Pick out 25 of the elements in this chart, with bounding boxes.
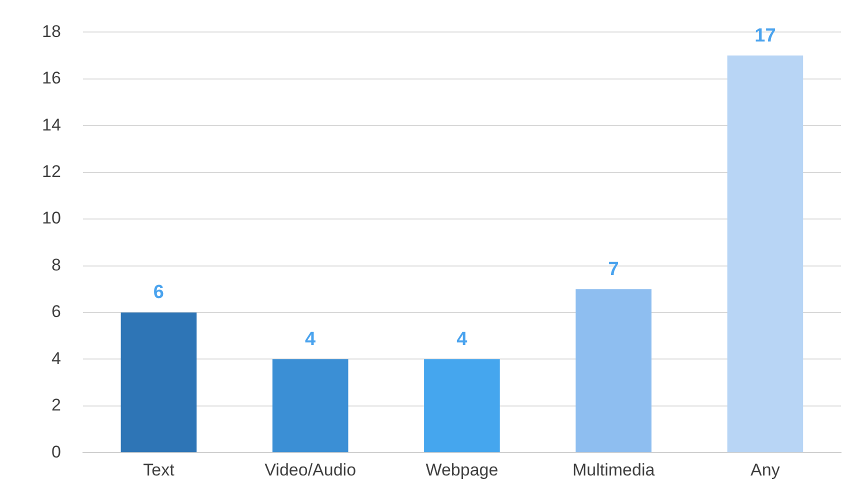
x-tick-label: Video/Audio xyxy=(264,460,356,480)
bar xyxy=(727,56,804,452)
x-tick-label: Webpage xyxy=(426,460,498,480)
bar xyxy=(120,312,197,452)
bar xyxy=(576,289,652,452)
y-tick-label: 4 xyxy=(51,348,61,368)
y-tick-label: 6 xyxy=(51,302,61,322)
data-label: 4 xyxy=(456,328,468,350)
y-tick-label: 14 xyxy=(42,115,61,134)
y-tick-label: 0 xyxy=(51,442,61,462)
y-tick-label: 12 xyxy=(42,162,61,182)
x-tick-label: Text xyxy=(143,460,175,480)
y-tick-label: 16 xyxy=(42,68,61,88)
bar xyxy=(424,359,500,452)
data-label: 7 xyxy=(608,258,619,280)
x-tick-label: Multimedia xyxy=(572,460,656,480)
data-label: 17 xyxy=(754,25,776,46)
x-tick-label: Any xyxy=(750,460,780,480)
bar xyxy=(272,359,348,452)
y-tick-label: 10 xyxy=(42,208,61,228)
data-label: 4 xyxy=(305,328,316,350)
data-label: 6 xyxy=(153,282,164,304)
y-tick-label: 8 xyxy=(51,255,61,274)
y-tick-label: 18 xyxy=(42,22,61,41)
y-tick-label: 2 xyxy=(51,396,61,415)
